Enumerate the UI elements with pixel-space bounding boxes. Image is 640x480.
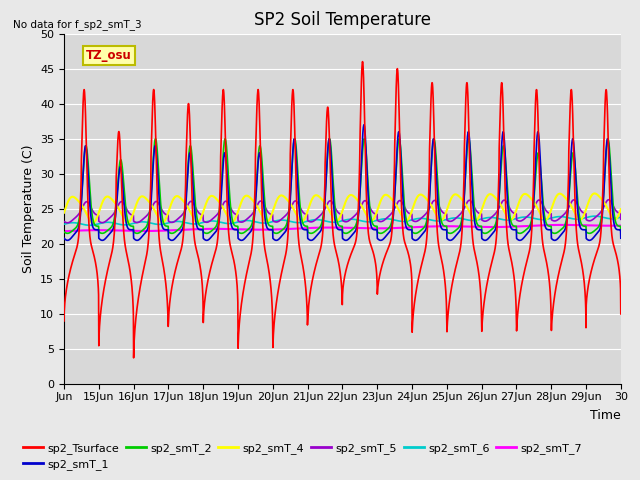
- Y-axis label: Soil Temperature (C): Soil Temperature (C): [22, 144, 35, 273]
- Title: SP2 Soil Temperature: SP2 Soil Temperature: [254, 11, 431, 29]
- Legend: sp2_Tsurface, sp2_smT_1, sp2_smT_2, sp2_smT_4, sp2_smT_5, sp2_smT_6, sp2_smT_7: sp2_Tsurface, sp2_smT_1, sp2_smT_2, sp2_…: [19, 438, 587, 474]
- Text: TZ_osu: TZ_osu: [86, 49, 132, 62]
- Text: Time: Time: [590, 408, 621, 421]
- Text: No data for f_sp2_smT_3: No data for f_sp2_smT_3: [13, 19, 141, 30]
